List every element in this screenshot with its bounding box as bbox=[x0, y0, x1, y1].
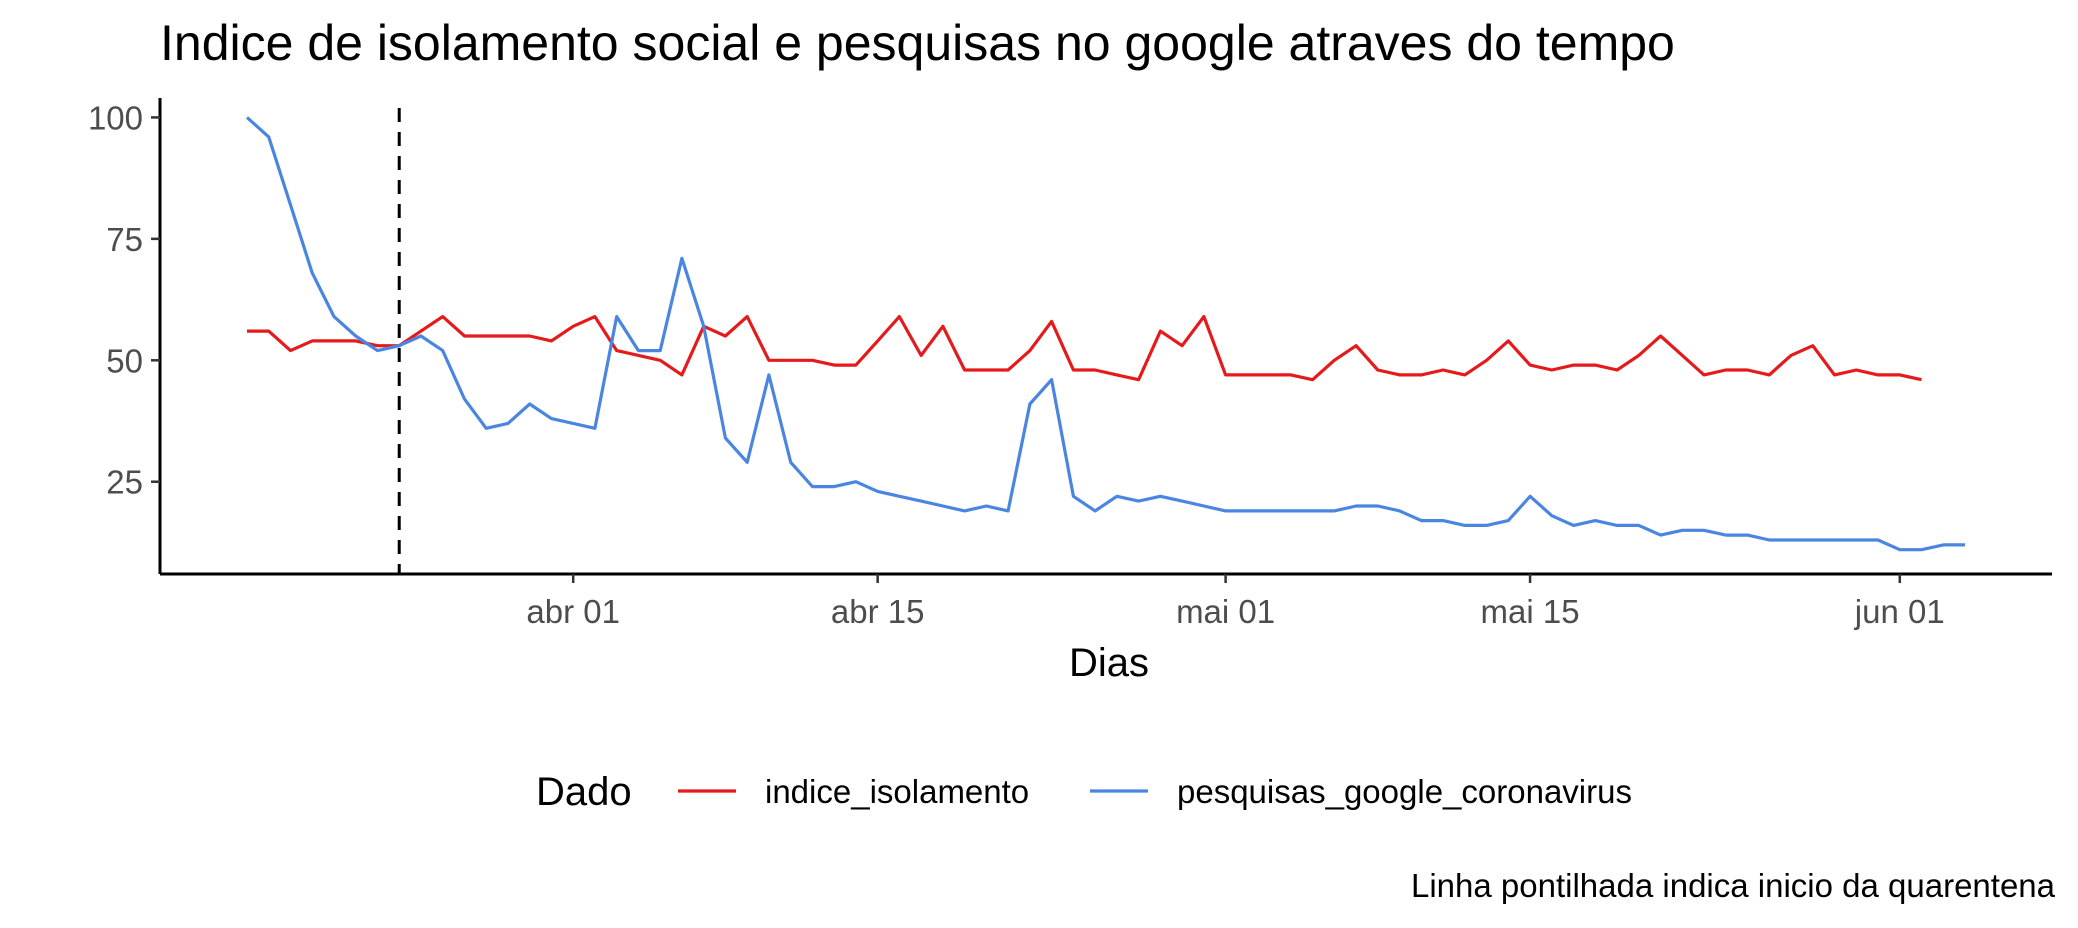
legend-title: Dado bbox=[536, 770, 632, 814]
x-tick-label: mai 15 bbox=[1481, 593, 1580, 630]
x-axis-ticks: abr 01 abr 15 mai 01 mai 15 jun 01 bbox=[526, 574, 1945, 630]
legend-label-pesquisas_google_coronavirus: pesquisas_google_coronavirus bbox=[1177, 773, 1632, 810]
y-tick-label: 75 bbox=[106, 221, 143, 258]
x-tick-label: abr 01 bbox=[526, 593, 620, 630]
x-axis-title: Dias bbox=[1069, 641, 1149, 685]
y-tick-label: 50 bbox=[106, 342, 143, 379]
plot-area bbox=[245, 108, 1965, 574]
chart-title: Indice de isolamento social e pesquisas … bbox=[160, 15, 1675, 71]
x-tick-label: jun 01 bbox=[1854, 593, 1945, 630]
x-tick-label: mai 01 bbox=[1176, 593, 1275, 630]
x-tick-label: abr 15 bbox=[831, 593, 925, 630]
y-tick-label: 25 bbox=[106, 464, 143, 501]
chart-caption: Linha pontilhada indica inicio da quaren… bbox=[1411, 867, 2056, 904]
series-line-indice_isolamento bbox=[247, 315, 1922, 382]
legend-label-indice_isolamento: indice_isolamento bbox=[765, 773, 1029, 810]
y-tick-label: 100 bbox=[88, 99, 143, 136]
series-line-pesquisas_google_coronavirus bbox=[245, 116, 1965, 552]
series-layer bbox=[245, 116, 1965, 552]
y-axis-ticks: 25 50 75 100 bbox=[88, 99, 160, 501]
legend-items: indice_isolamento pesquisas_google_corona… bbox=[678, 773, 1632, 810]
legend: Dado indice_isolamento pesquisas_google_c… bbox=[536, 770, 1632, 814]
